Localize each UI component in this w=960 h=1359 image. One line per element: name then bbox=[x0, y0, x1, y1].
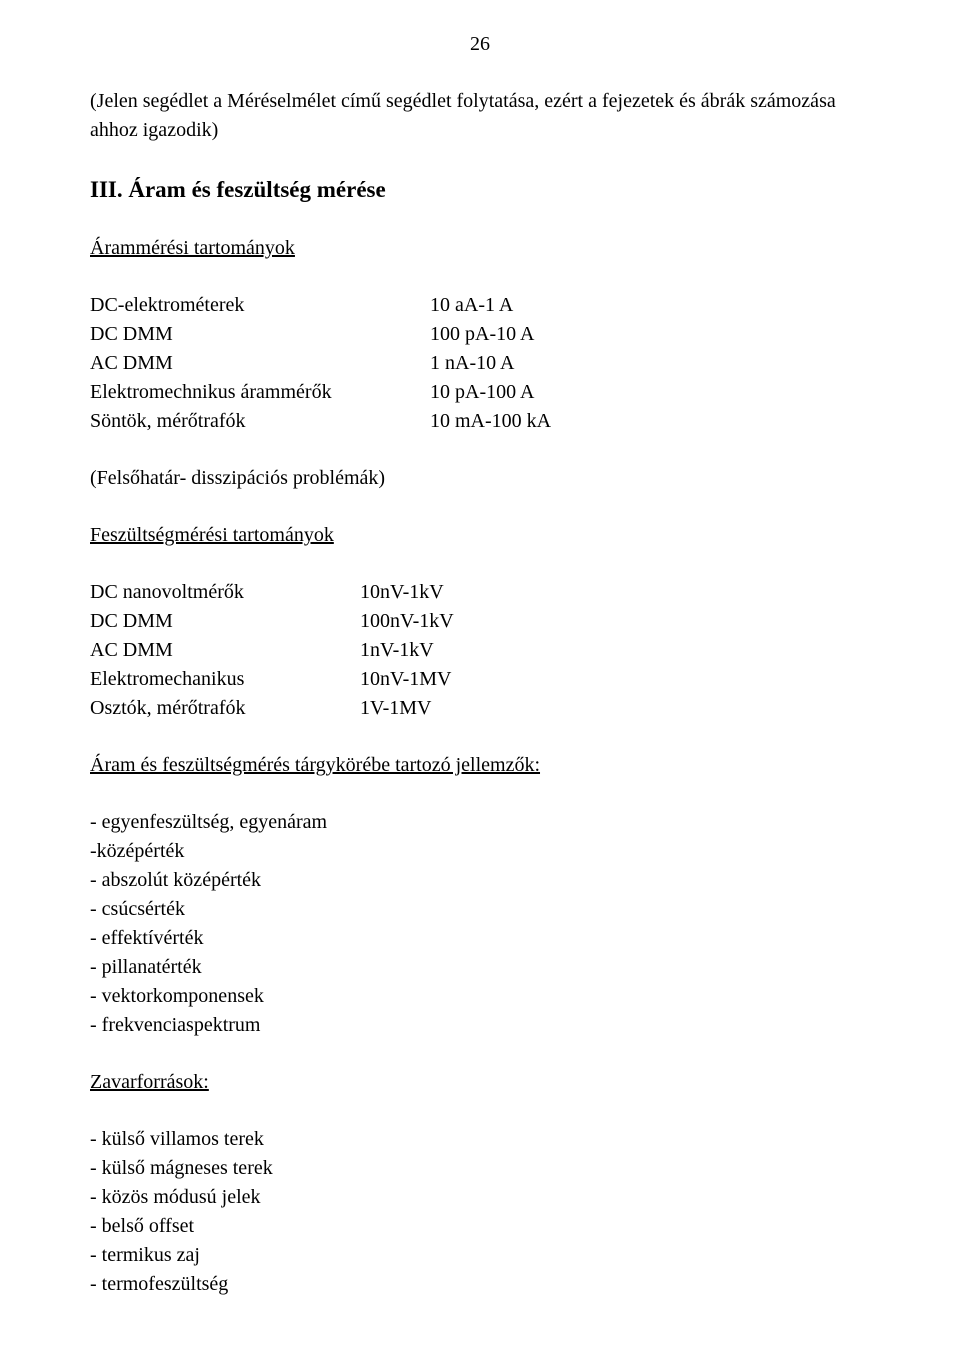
range-label: Elektromechnikus árammérők bbox=[90, 378, 430, 407]
table-row: Elektromechnikus árammérők 10 pA-100 A bbox=[90, 378, 551, 407]
table-row: AC DMM 1nV-1kV bbox=[90, 636, 454, 665]
range-value: 100 pA-10 A bbox=[430, 320, 551, 349]
range-label: Elektromechanikus bbox=[90, 665, 360, 694]
range-label: DC DMM bbox=[90, 320, 430, 349]
page-number: 26 bbox=[90, 30, 870, 59]
table-row: DC nanovoltmérők 10nV-1kV bbox=[90, 578, 454, 607]
list-item: - közös módusú jelek bbox=[90, 1183, 870, 1212]
list-item: - abszolút középérték bbox=[90, 866, 870, 895]
voltage-ranges-heading: Feszültségmérési tartományok bbox=[90, 521, 870, 550]
range-value: 1 nA-10 A bbox=[430, 349, 551, 378]
table-row: DC DMM 100 pA-10 A bbox=[90, 320, 551, 349]
range-label: DC-elektrométerek bbox=[90, 291, 430, 320]
upper-limit-note: (Felsőhatár- disszipációs problémák) bbox=[90, 464, 870, 493]
range-label: Osztók, mérőtrafók bbox=[90, 694, 360, 723]
intro-note: (Jelen segédlet a Méréselmélet című segé… bbox=[90, 87, 870, 145]
table-row: AC DMM 1 nA-10 A bbox=[90, 349, 551, 378]
range-value: 100nV-1kV bbox=[360, 607, 454, 636]
range-label: AC DMM bbox=[90, 349, 430, 378]
range-value: 10 aA-1 A bbox=[430, 291, 551, 320]
table-row: DC-elektrométerek 10 aA-1 A bbox=[90, 291, 551, 320]
table-row: Elektromechanikus 10nV-1MV bbox=[90, 665, 454, 694]
range-label: DC DMM bbox=[90, 607, 360, 636]
range-value: 1V-1MV bbox=[360, 694, 454, 723]
list-item: - csúcsérték bbox=[90, 895, 870, 924]
section-title: III. Áram és feszültség mérése bbox=[90, 173, 870, 206]
list-item: - egyenfeszültség, egyenáram bbox=[90, 808, 870, 837]
characteristics-heading: Áram és feszültségmérés tárgykörébe tart… bbox=[90, 751, 870, 780]
range-value: 10nV-1MV bbox=[360, 665, 454, 694]
current-ranges-heading: Árammérési tartományok bbox=[90, 234, 870, 263]
range-value: 1nV-1kV bbox=[360, 636, 454, 665]
list-item: - külső villamos terek bbox=[90, 1125, 870, 1154]
range-value: 10 mA-100 kA bbox=[430, 407, 551, 436]
noise-list: - külső villamos terek - külső mágneses … bbox=[90, 1125, 870, 1299]
list-item: - effektívérték bbox=[90, 924, 870, 953]
characteristics-list: - egyenfeszültség, egyenáram -középérték… bbox=[90, 808, 870, 1040]
list-item: - pillanatérték bbox=[90, 953, 870, 982]
list-item: -középérték bbox=[90, 837, 870, 866]
range-value: 10 pA-100 A bbox=[430, 378, 551, 407]
range-label: Söntök, mérőtrafók bbox=[90, 407, 430, 436]
table-row: DC DMM 100nV-1kV bbox=[90, 607, 454, 636]
list-item: - termikus zaj bbox=[90, 1241, 870, 1270]
noise-heading: Zavarforrások: bbox=[90, 1068, 870, 1097]
list-item: - frekvenciaspektrum bbox=[90, 1011, 870, 1040]
range-label: DC nanovoltmérők bbox=[90, 578, 360, 607]
voltage-ranges-table: DC nanovoltmérők 10nV-1kV DC DMM 100nV-1… bbox=[90, 578, 454, 723]
range-label: AC DMM bbox=[90, 636, 360, 665]
range-value: 10nV-1kV bbox=[360, 578, 454, 607]
list-item: - belső offset bbox=[90, 1212, 870, 1241]
list-item: - külső mágneses terek bbox=[90, 1154, 870, 1183]
table-row: Söntök, mérőtrafók 10 mA-100 kA bbox=[90, 407, 551, 436]
list-item: - vektorkomponensek bbox=[90, 982, 870, 1011]
list-item: - termofeszültség bbox=[90, 1270, 870, 1299]
current-ranges-table: DC-elektrométerek 10 aA-1 A DC DMM 100 p… bbox=[90, 291, 551, 436]
table-row: Osztók, mérőtrafók 1V-1MV bbox=[90, 694, 454, 723]
